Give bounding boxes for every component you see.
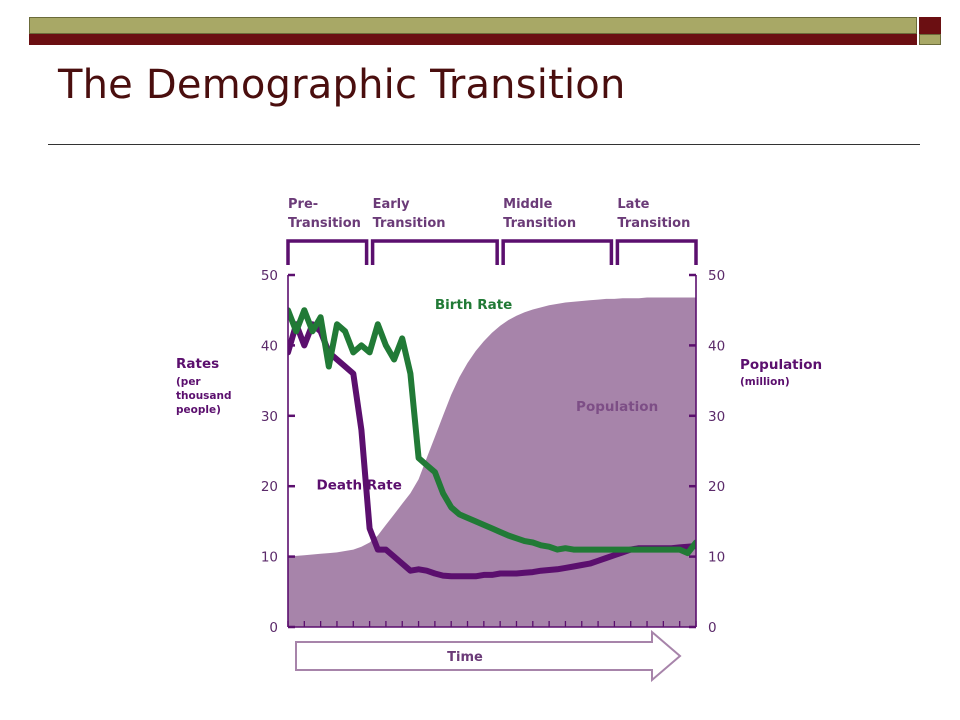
- stage-label: Transition: [617, 216, 690, 231]
- stage-bracket: [615, 239, 698, 265]
- stage-bracket: [286, 239, 369, 265]
- y2-axis-title-line: (million): [740, 376, 790, 388]
- demographic-transition-chart: Pre- Transition Early Transition Middle Trans…: [176, 197, 822, 683]
- y-tick-label: 30: [261, 409, 278, 425]
- series-labels: Birth Rate Death Rate Population: [317, 297, 659, 494]
- y-axis-title: Rates: [176, 356, 219, 372]
- y2-tick-label: 50: [708, 268, 725, 284]
- stage-label: Transition: [503, 216, 576, 231]
- stage-label: Transition: [373, 216, 446, 231]
- y-axis-title-line: people): [176, 404, 221, 416]
- time-arrow-shape: [295, 629, 682, 683]
- stage-label: Transition: [288, 216, 361, 231]
- plot-area: [288, 297, 696, 627]
- y2-tick-label: 40: [708, 338, 725, 354]
- y-axis-title-line: thousand: [176, 390, 232, 402]
- axes: 0 10 20 30 40 50 0 10 20 30 40 50: [261, 268, 725, 636]
- y2-tick-label: 10: [708, 550, 725, 566]
- y-tick-label: 20: [261, 479, 278, 495]
- y2-tick-label: 0: [708, 620, 717, 636]
- series-label-death-rate: Death Rate: [317, 478, 402, 494]
- stage-label: Middle: [503, 197, 552, 212]
- x-axis-title: Time: [447, 650, 483, 665]
- stage-bracket: [370, 239, 499, 265]
- header-band-olive: [29, 17, 917, 34]
- y-tick-label: 50: [261, 268, 278, 284]
- series-label-birth-rate: Birth Rate: [435, 297, 512, 313]
- y2-axis-title: Population: [740, 357, 822, 373]
- time-arrow: [295, 629, 682, 683]
- stage-label: Late: [617, 197, 649, 212]
- y-tick-label: 0: [269, 620, 278, 636]
- stage-brackets: [286, 239, 698, 265]
- y-tick-label: 10: [261, 550, 278, 566]
- header-corner-maroon: [919, 17, 941, 34]
- series-birth-rate-line: [288, 307, 696, 557]
- stage-bracket: [501, 239, 614, 265]
- series-population-area: [288, 297, 696, 627]
- series-label-population: Population: [576, 399, 658, 415]
- y-tick-label: 40: [261, 338, 278, 354]
- slide-title: The Demographic Transition: [58, 62, 626, 108]
- header-band-maroon: [29, 34, 917, 45]
- stage-label: Pre-: [288, 197, 318, 212]
- header-corner-olive: [919, 34, 941, 45]
- y-axis-title-line: (per: [176, 376, 201, 388]
- stage-labels: Pre- Transition Early Transition Middle Trans…: [288, 197, 690, 231]
- y2-tick-label: 20: [708, 479, 725, 495]
- stage-label: Early: [373, 197, 411, 212]
- y2-tick-label: 30: [708, 409, 725, 425]
- title-divider: [48, 144, 920, 145]
